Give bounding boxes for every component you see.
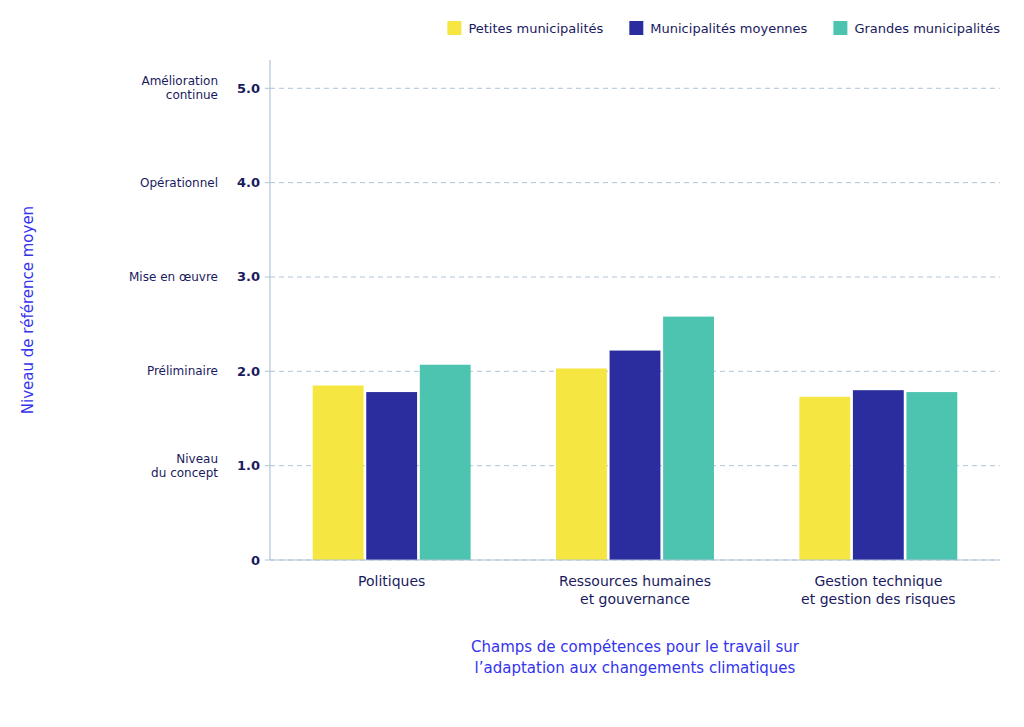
annotation-line: Préliminaire bbox=[147, 364, 218, 378]
category-label-line: Gestion technique bbox=[814, 573, 942, 589]
category-label: Politiques bbox=[358, 573, 425, 589]
tick-label: 4.0 bbox=[237, 175, 260, 190]
category-label: Ressources humaines et gouvernance bbox=[559, 573, 711, 607]
tick-mark bbox=[265, 276, 270, 277]
legend-label: Petites municipalités bbox=[468, 21, 603, 36]
legend-item: Municipalités moyennes bbox=[629, 21, 807, 36]
x-axis-title-line: l’adaptation aux changements climatiques bbox=[475, 659, 796, 677]
tick-mark bbox=[265, 88, 270, 89]
x-axis-line bbox=[270, 559, 1000, 560]
annotation: Niveaudu concept bbox=[151, 452, 218, 480]
bars bbox=[313, 317, 958, 560]
bar bbox=[313, 385, 364, 560]
annotation: Opérationnel bbox=[140, 176, 218, 190]
grid-line bbox=[270, 276, 1000, 277]
tick-mark bbox=[265, 371, 270, 372]
bar bbox=[853, 390, 904, 560]
annotation-line: Amélioration bbox=[141, 74, 218, 88]
grid bbox=[270, 88, 1000, 560]
legend-swatch bbox=[629, 21, 643, 35]
y-axis-title: Niveau de référence moyen bbox=[19, 206, 37, 414]
legend: Petites municipalités Municipalités moyen… bbox=[447, 21, 1000, 36]
bar bbox=[906, 392, 957, 560]
annotation: Préliminaire bbox=[147, 364, 218, 378]
tick-label: 2.0 bbox=[237, 364, 260, 379]
category-label-line: Politiques bbox=[358, 573, 425, 589]
annotation-line: Mise en œuvre bbox=[129, 270, 218, 284]
tick-mark bbox=[265, 560, 270, 561]
y-axis-line bbox=[269, 60, 270, 560]
annotation-line: continue bbox=[166, 88, 218, 102]
x-axis-title-line: Champs de compétences pour le travail su… bbox=[471, 638, 800, 656]
tick-mark bbox=[265, 465, 270, 466]
category-label: Gestion technique et gestion des risques bbox=[801, 573, 955, 607]
legend-item: Petites municipalités bbox=[447, 21, 603, 36]
legend-swatch bbox=[833, 21, 847, 35]
grid-line bbox=[270, 88, 1000, 89]
bar bbox=[366, 392, 417, 560]
tick-label: 0 bbox=[251, 553, 260, 568]
category-label-line: et gouvernance bbox=[580, 591, 690, 607]
category-label-line: Ressources humaines bbox=[559, 573, 711, 589]
bar bbox=[420, 365, 471, 560]
x-ticks: Politiques Ressources humaines et gouverna… bbox=[358, 573, 956, 607]
bar bbox=[799, 397, 850, 560]
annotations: Niveaudu concept Préliminaire Mise en œuvr… bbox=[129, 74, 218, 479]
y-ticks: 0 1.0 2.0 3.0 4.0 5.0 bbox=[237, 81, 270, 568]
tick-label: 3.0 bbox=[237, 269, 260, 284]
bar bbox=[610, 351, 661, 560]
grid-line bbox=[270, 560, 1000, 561]
grid-line bbox=[270, 182, 1000, 183]
tick-mark bbox=[265, 182, 270, 183]
bar bbox=[556, 368, 607, 560]
chart: 0 1.0 2.0 3.0 4.0 5.0 Niveaudu concept Prélimin… bbox=[0, 0, 1024, 727]
annotation: Mise en œuvre bbox=[129, 270, 218, 284]
annotation-line: Niveau bbox=[176, 452, 218, 466]
annotation: Améliorationcontinue bbox=[141, 74, 218, 102]
tick-label: 1.0 bbox=[237, 458, 260, 473]
legend-swatch bbox=[447, 21, 461, 35]
legend-label: Municipalités moyennes bbox=[650, 21, 807, 36]
x-axis-title: Champs de compétences pour le travail su… bbox=[471, 638, 800, 677]
annotation-line: Opérationnel bbox=[140, 176, 218, 190]
legend-label: Grandes municipalités bbox=[854, 21, 1000, 36]
bar bbox=[663, 317, 714, 560]
legend-item: Grandes municipalités bbox=[833, 21, 1000, 36]
tick-label: 5.0 bbox=[237, 81, 260, 96]
annotation-line: du concept bbox=[151, 466, 218, 480]
category-label-line: et gestion des risques bbox=[801, 591, 955, 607]
